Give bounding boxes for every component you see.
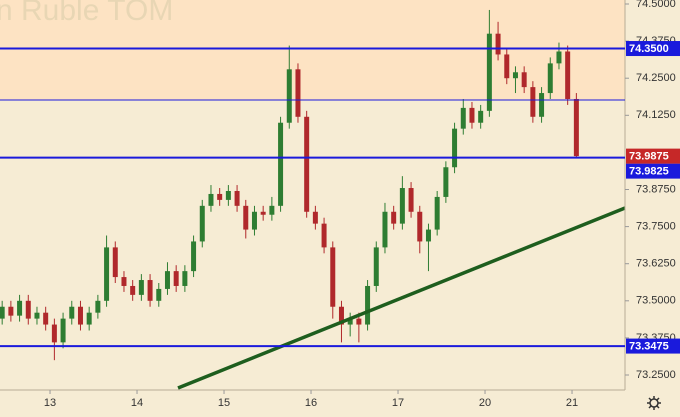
candle-body — [251, 211, 257, 230]
candle-body — [365, 285, 371, 325]
candle-body — [521, 72, 527, 88]
candle-body — [77, 306, 83, 325]
candle-body — [312, 211, 318, 224]
candle-body — [51, 324, 57, 343]
y-tick-label: 73.2500 — [636, 369, 676, 381]
x-tick-label: 13 — [44, 397, 56, 409]
candle-body — [286, 69, 292, 123]
candle-body — [225, 190, 231, 200]
level-label-box — [626, 41, 680, 57]
candle-body — [278, 122, 284, 206]
candle-body — [269, 205, 275, 215]
candle-body — [556, 51, 562, 64]
level-label-box — [626, 338, 680, 354]
candle-body — [8, 306, 14, 316]
level-label: 73.9825 — [629, 166, 669, 178]
candle-body — [217, 193, 223, 200]
candle-body — [469, 107, 475, 123]
candle-body — [199, 205, 205, 242]
candle-body — [295, 69, 301, 117]
candle-body — [443, 167, 449, 197]
candle-body — [486, 33, 492, 111]
candle-body — [417, 211, 423, 242]
candle-body — [112, 247, 118, 278]
candle-body — [17, 300, 23, 316]
candle-body — [86, 312, 92, 325]
candle-body — [234, 190, 240, 206]
candle-body — [460, 107, 466, 129]
candle-body — [156, 288, 162, 301]
trend-line — [177, 206, 626, 390]
candle-body — [512, 72, 518, 79]
candle-body — [191, 241, 197, 272]
y-tick-label: 74.5000 — [636, 0, 676, 10]
candle-body — [121, 277, 127, 286]
candle-body — [321, 223, 327, 248]
candle-body — [330, 247, 336, 307]
candle-body — [408, 188, 414, 212]
candle-body — [130, 285, 136, 295]
candle-body — [399, 188, 405, 224]
candle-body — [173, 271, 179, 286]
candle-body — [138, 280, 144, 295]
candle-body — [530, 87, 536, 117]
level-label: 73.3475 — [629, 340, 669, 352]
y-tick-label: 73.5000 — [636, 295, 676, 307]
candle-body — [208, 193, 214, 206]
x-tick-label: 20 — [479, 397, 491, 409]
candle-body — [243, 205, 249, 230]
zone-band — [0, 0, 625, 101]
candle-body — [260, 211, 266, 215]
settings-icon[interactable] — [647, 396, 661, 410]
candle-body — [147, 280, 153, 301]
y-tick-label: 73.8750 — [636, 183, 676, 195]
candle-body — [104, 247, 110, 301]
candle-body — [69, 306, 75, 319]
y-tick-label: 74.2500 — [636, 72, 676, 84]
x-tick-label: 21 — [566, 397, 578, 409]
candle-body — [391, 211, 397, 224]
gear-teeth[interactable] — [647, 396, 661, 410]
y-tick-label: 74.1250 — [636, 109, 676, 121]
level-label: 74.3500 — [629, 43, 669, 55]
candle-body — [182, 271, 188, 286]
x-tick-label: 16 — [305, 397, 317, 409]
candle-body — [573, 98, 579, 157]
last-price-box — [626, 148, 680, 164]
candle-body — [452, 128, 458, 168]
y-tick-label: 73.7500 — [636, 221, 676, 233]
candle-body — [539, 93, 545, 117]
candle-body — [95, 300, 101, 313]
x-tick-label: 17 — [392, 397, 404, 409]
candle-body — [25, 300, 31, 319]
last-price-label: 73.9875 — [629, 151, 669, 163]
x-tick-label: 15 — [218, 397, 230, 409]
level-label-box — [626, 163, 680, 179]
candle-body — [547, 63, 553, 94]
candle-body — [34, 312, 40, 319]
candle-body — [164, 271, 170, 289]
candle-body — [347, 318, 353, 325]
y-tick-label: 73.6250 — [636, 258, 676, 270]
candle-body — [495, 33, 501, 55]
candle-body — [338, 306, 344, 325]
candle-body — [565, 51, 571, 99]
candle-body — [434, 196, 440, 230]
candle-body — [504, 54, 510, 79]
candle-body — [373, 247, 379, 286]
candle-body — [304, 116, 310, 212]
candle-body — [0, 306, 5, 319]
candle-body — [43, 312, 49, 325]
x-tick-label: 14 — [131, 397, 143, 409]
candle-body — [382, 211, 388, 248]
candle-body — [356, 318, 362, 325]
candle-body — [478, 110, 484, 123]
candle-body — [425, 229, 431, 242]
chart-title: n Ruble TOM — [0, 0, 173, 27]
candle-body — [60, 318, 66, 343]
